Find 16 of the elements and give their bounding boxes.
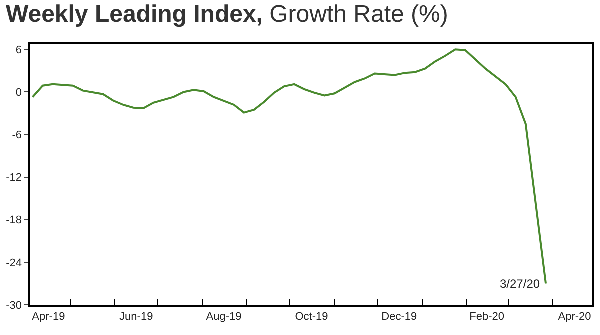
y-tick-label: -6 <box>12 130 22 142</box>
annotation: 3/27/20 <box>500 277 540 291</box>
y-tick-label: -12 <box>6 172 22 184</box>
y-tick-label: 0 <box>16 87 22 100</box>
y-tick-label: -30 <box>6 300 22 312</box>
x-tick-label: Apr-19 <box>32 310 66 323</box>
y-tick-label: -24 <box>6 257 22 270</box>
x-tick-label: Jun-19 <box>120 310 154 323</box>
y-tick-label: 6 <box>16 44 22 57</box>
x-tick-label: Apr-20 <box>558 310 592 323</box>
x-tick-label: Dec-19 <box>382 310 418 323</box>
y-tick-label: -18 <box>6 214 22 227</box>
x-tick-label: Feb-20 <box>470 310 504 323</box>
x-tick-label: Aug-19 <box>206 310 242 323</box>
x-tick-label: Oct-19 <box>295 310 328 323</box>
chart-title: Weekly Leading Index, Growth Rate (%) <box>6 0 448 28</box>
